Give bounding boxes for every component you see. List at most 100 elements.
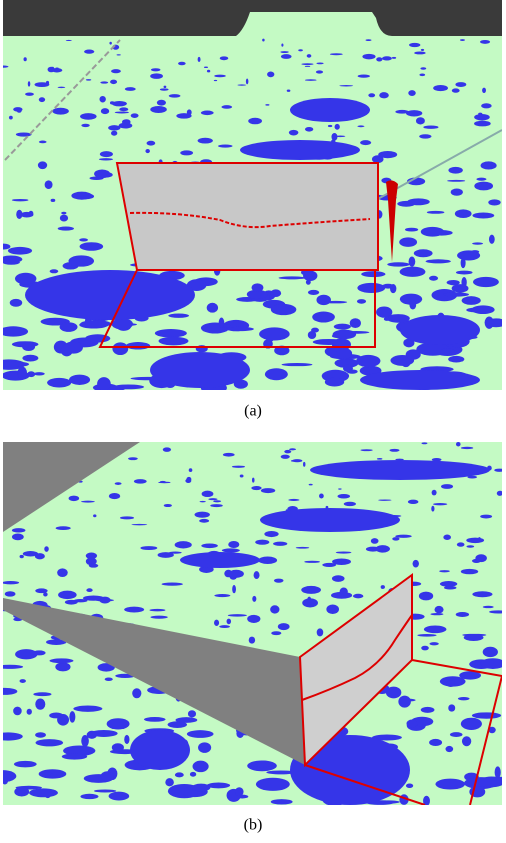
water-patch bbox=[13, 707, 22, 716]
water-patch bbox=[340, 588, 348, 596]
water-patch bbox=[214, 80, 217, 81]
water-patch bbox=[35, 698, 45, 709]
water-patch bbox=[14, 761, 37, 768]
water-patch bbox=[281, 43, 283, 46]
water-patch bbox=[119, 107, 128, 111]
water-patch bbox=[338, 488, 342, 489]
water-body bbox=[310, 460, 490, 480]
water-patch bbox=[441, 484, 453, 489]
water-patch bbox=[58, 591, 77, 599]
water-patch bbox=[435, 606, 444, 613]
water-patch bbox=[386, 687, 401, 699]
water-patch bbox=[108, 125, 120, 130]
water-patch bbox=[457, 250, 480, 260]
water-patch bbox=[476, 178, 486, 181]
water-patch bbox=[131, 113, 139, 118]
water-patch bbox=[65, 600, 78, 605]
water-patch bbox=[382, 56, 392, 60]
water-patch bbox=[115, 482, 122, 485]
water-patch bbox=[281, 54, 292, 59]
water-patch bbox=[440, 581, 457, 587]
water-patch bbox=[439, 570, 450, 572]
water-patch bbox=[55, 662, 70, 671]
water-patch bbox=[162, 583, 183, 586]
water-patch bbox=[28, 81, 31, 86]
water-patch bbox=[36, 739, 64, 746]
water-patch bbox=[147, 141, 156, 146]
water-patch bbox=[432, 490, 437, 496]
water-patch bbox=[301, 586, 321, 594]
water-patch bbox=[27, 709, 32, 715]
water-patch bbox=[405, 228, 418, 232]
water-patch bbox=[317, 628, 324, 636]
water-patch bbox=[16, 132, 32, 136]
water-patch bbox=[461, 569, 478, 574]
water-patch bbox=[280, 51, 288, 53]
water-patch bbox=[313, 339, 345, 345]
water-patch bbox=[81, 124, 89, 127]
water-patch bbox=[497, 491, 503, 496]
water-patch bbox=[240, 474, 244, 477]
water-patch bbox=[413, 560, 419, 568]
water-patch bbox=[150, 73, 163, 79]
water-patch bbox=[271, 304, 297, 315]
figure: (a) (b) bbox=[0, 0, 506, 843]
water-patch bbox=[296, 547, 310, 549]
water-patch bbox=[29, 211, 34, 216]
water-patch bbox=[160, 88, 169, 90]
water-patch bbox=[421, 49, 424, 51]
water-body bbox=[360, 370, 480, 390]
water-patch bbox=[350, 318, 361, 328]
water-patch bbox=[187, 730, 214, 738]
water-patch bbox=[273, 542, 287, 546]
water-patch bbox=[64, 341, 83, 353]
water-patch bbox=[421, 646, 429, 651]
water-patch bbox=[150, 106, 167, 113]
water-patch bbox=[480, 658, 505, 669]
water-patch bbox=[111, 131, 117, 136]
water-patch bbox=[309, 484, 313, 486]
water-patch bbox=[158, 482, 170, 484]
water-patch bbox=[466, 538, 484, 543]
render-b bbox=[0, 442, 506, 806]
water-patch bbox=[8, 247, 32, 255]
water-patch bbox=[99, 597, 110, 604]
water-patch bbox=[140, 546, 157, 550]
water-patch bbox=[427, 211, 445, 214]
water-patch bbox=[84, 49, 94, 53]
water-patch bbox=[271, 799, 293, 804]
water-patch bbox=[93, 514, 96, 517]
water-patch bbox=[326, 605, 339, 614]
water-patch bbox=[47, 378, 71, 388]
water-patch bbox=[455, 209, 472, 218]
water-patch bbox=[86, 588, 92, 592]
water-body bbox=[130, 730, 190, 770]
water-patch bbox=[338, 494, 351, 498]
water-patch bbox=[105, 678, 113, 682]
page: {"figures": [{"caption": "(a)"}, {"capti… bbox=[0, 0, 506, 843]
water-patch bbox=[12, 199, 29, 201]
water-patch bbox=[288, 499, 299, 501]
water-patch bbox=[175, 717, 197, 723]
water-patch bbox=[478, 537, 481, 542]
water-patch bbox=[60, 322, 78, 332]
water-patch bbox=[461, 447, 473, 449]
water-patch bbox=[424, 626, 447, 634]
water-patch bbox=[80, 320, 111, 327]
water-patch bbox=[381, 585, 385, 589]
water-patch bbox=[474, 182, 493, 191]
water-patch bbox=[486, 318, 506, 327]
water-patch bbox=[301, 63, 313, 65]
water-patch bbox=[66, 40, 72, 41]
water-patch bbox=[452, 284, 469, 292]
water-patch bbox=[12, 534, 24, 541]
water-patch bbox=[3, 260, 20, 265]
water-patch bbox=[252, 478, 255, 483]
water-patch bbox=[489, 235, 495, 244]
water-patch bbox=[198, 742, 211, 752]
water-patch bbox=[376, 57, 382, 61]
water-patch bbox=[407, 198, 430, 205]
water-patch bbox=[2, 581, 19, 584]
water-patch bbox=[368, 93, 375, 97]
water-patch bbox=[265, 104, 269, 105]
